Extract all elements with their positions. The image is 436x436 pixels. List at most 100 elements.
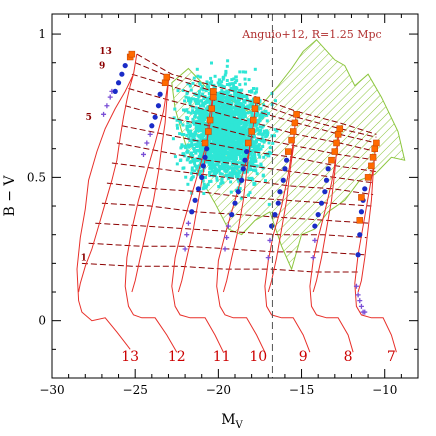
scatter-point	[175, 123, 179, 127]
scatter-point	[247, 176, 251, 180]
scatter-point	[224, 156, 228, 160]
scatter-point	[211, 143, 215, 147]
scatter-point	[228, 171, 232, 175]
isochrone-label: 13	[99, 47, 112, 57]
purple-marker	[265, 255, 271, 261]
purple-marker	[184, 232, 190, 238]
isochrone-line	[121, 125, 377, 173]
orange-marker	[358, 194, 365, 201]
scatter-point	[191, 81, 195, 85]
scatter-point	[225, 79, 229, 82]
scatter-point	[219, 154, 223, 158]
scatter-point	[211, 137, 215, 141]
scatter-point	[238, 102, 241, 106]
scatter-point	[225, 144, 229, 148]
orange-marker	[356, 217, 364, 224]
scatter-point	[206, 96, 210, 100]
scatter-point	[191, 121, 195, 124]
scatter-point	[226, 167, 230, 171]
scatter-point	[194, 124, 198, 128]
scatter-point	[245, 162, 249, 166]
blue-marker	[275, 200, 281, 206]
scatter-point	[223, 108, 227, 112]
scatter-point	[208, 96, 212, 100]
scatter-point	[225, 83, 229, 86]
scatter-point	[250, 154, 254, 158]
scatter-point	[202, 114, 206, 118]
scatter-point	[189, 160, 193, 164]
scatter-point	[213, 116, 217, 120]
scatter-point	[194, 129, 198, 133]
scatter-point	[238, 141, 242, 145]
scatter-point	[228, 137, 232, 141]
scatter-point	[243, 77, 247, 81]
scatter-point	[188, 125, 191, 128]
scatter-point	[190, 138, 194, 142]
scatter-point	[191, 105, 194, 109]
orange-marker	[208, 105, 215, 112]
scatter-point	[230, 167, 234, 171]
scatter-point	[193, 160, 196, 164]
scatter-point	[223, 126, 227, 130]
scatter-point	[199, 138, 203, 142]
scatter-point	[201, 150, 205, 154]
scatter-point	[238, 83, 242, 87]
scatter-point	[247, 121, 251, 125]
scatter-point	[255, 122, 259, 126]
x-tick-label: −10	[372, 383, 397, 397]
scatter-point	[223, 112, 227, 116]
scatter-point	[229, 111, 233, 115]
scatter-point	[219, 172, 222, 176]
scatter-point	[214, 130, 218, 134]
scatter-point	[258, 117, 262, 121]
track-layer	[76, 54, 397, 353]
scatter-point	[236, 173, 240, 177]
blue-marker	[282, 166, 288, 172]
scatter-point	[213, 169, 217, 173]
scatter-point	[213, 74, 217, 78]
scatter-point	[215, 109, 219, 113]
scatter-point	[235, 106, 239, 110]
scatter-point	[265, 134, 269, 138]
track-label: 9	[299, 349, 308, 365]
scatter-point	[217, 148, 221, 152]
scatter-point	[266, 131, 270, 135]
scatter-point	[239, 111, 243, 115]
scatter-point	[254, 90, 258, 94]
scatter-point	[240, 150, 244, 154]
scatter-point	[228, 132, 232, 136]
scatter-point	[216, 135, 220, 139]
scatter-point	[186, 157, 190, 161]
scatter-point	[271, 141, 275, 145]
scatter-point	[220, 139, 223, 143]
scatter-point	[249, 152, 253, 156]
scatter-point	[199, 124, 203, 128]
scatter-point	[258, 114, 262, 118]
scatter-point	[238, 70, 242, 74]
scatter-point	[201, 88, 205, 92]
scatter-point	[237, 89, 241, 93]
scatter-point	[225, 94, 229, 97]
x-tick-label: −30	[39, 383, 64, 397]
scatter-point	[221, 150, 225, 154]
scatter-point	[237, 146, 241, 150]
scatter-point	[196, 74, 200, 78]
scatter-point	[210, 122, 214, 126]
scatter-point	[239, 196, 243, 200]
scatter-point	[196, 144, 200, 148]
scatter-point	[201, 161, 205, 165]
blue-marker	[157, 91, 163, 97]
scatter-point	[273, 134, 276, 138]
purple-marker	[362, 309, 368, 315]
scatter-point	[185, 90, 189, 94]
scatter-point	[191, 117, 195, 121]
scatter-point	[228, 126, 232, 130]
isochrone-line	[116, 142, 375, 184]
scatter-point	[205, 80, 209, 84]
orange-marker	[368, 162, 375, 170]
blue-marker	[229, 212, 235, 218]
scatter-point	[197, 154, 201, 158]
scatter-point	[212, 120, 215, 124]
scatter-point	[258, 155, 262, 159]
